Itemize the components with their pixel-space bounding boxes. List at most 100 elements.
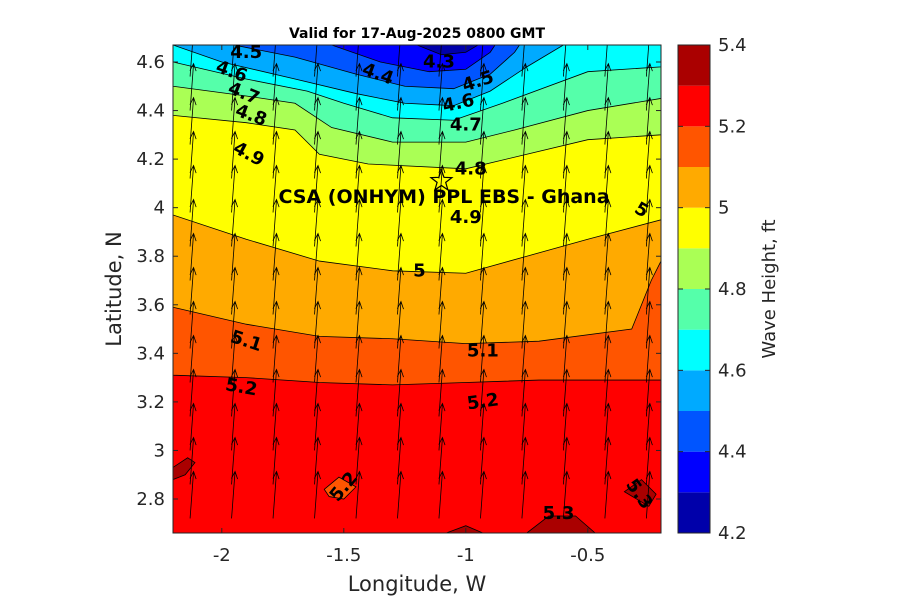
wave-arrow — [314, 164, 321, 213]
wave-arrow — [231, 0, 237, 43]
wave-arrow — [480, 45, 484, 77]
wave-arrow — [314, 436, 321, 485]
wave-arrow — [605, 0, 611, 43]
wave-arrow — [396, 232, 404, 281]
wave-arrow — [189, 470, 197, 519]
wave-arrow — [521, 45, 525, 77]
wave-arrow — [396, 164, 404, 213]
y-tick-label: 4.6 — [136, 52, 165, 73]
wave-arrow — [645, 300, 653, 349]
wave-arrow — [604, 402, 612, 451]
wave-arrow — [438, 164, 446, 213]
wave-arrow — [272, 334, 280, 383]
wave-arrow — [272, 266, 280, 315]
colorbar-tick-label: 4.8 — [718, 279, 747, 300]
wave-arrow — [646, 0, 652, 43]
wave-arrow — [438, 130, 446, 179]
wave-arrow — [396, 266, 404, 315]
wave-arrow — [231, 164, 238, 213]
wave-arrow — [231, 470, 238, 519]
wave-arrow — [314, 62, 321, 111]
x-axis: -2 -1.5 -1 -0.5 — [213, 45, 605, 566]
wave-arrow — [396, 96, 404, 145]
colorbar-swatch — [678, 329, 710, 371]
wave-arrow — [438, 402, 446, 451]
wave-arrow — [355, 198, 363, 247]
colorbar-label: Wave Height, ft — [759, 219, 780, 358]
wave-arrow — [604, 368, 612, 417]
wave-arrow — [645, 368, 653, 417]
wave-arrow — [479, 300, 487, 349]
wave-arrow — [396, 436, 404, 485]
wave-arrow — [645, 232, 653, 281]
colorbar-swatch — [678, 411, 710, 452]
wave-arrow — [645, 266, 653, 315]
wave-arrow — [314, 266, 321, 315]
colorbar-tick-label: 4.2 — [718, 523, 747, 544]
wave-arrow — [438, 470, 446, 519]
wave-arrow — [604, 470, 612, 519]
contour-label: 4.7 — [450, 115, 482, 136]
y-tick-label: 3.4 — [136, 343, 165, 364]
wave-arrow — [272, 45, 276, 77]
wave-arrow — [272, 96, 280, 145]
wave-arrow — [479, 266, 487, 315]
wave-arrow — [396, 130, 404, 179]
colorbar-tick-label: 4.6 — [718, 360, 747, 381]
site-star-marker — [429, 168, 454, 192]
y-tick-label: 2.8 — [136, 489, 165, 510]
wave-arrow — [604, 198, 612, 247]
wave-arrow — [355, 62, 363, 111]
wave-arrow — [396, 334, 404, 383]
wave-arrow — [479, 164, 487, 213]
wave-arrow — [645, 96, 653, 145]
wave-arrow — [314, 300, 321, 349]
wave-arrow — [189, 368, 197, 417]
colorbar-tick-label: 4.4 — [718, 442, 747, 463]
wave-arrow — [231, 96, 238, 145]
contour-label: 5.3 — [543, 503, 575, 524]
wave-arrow — [479, 232, 487, 281]
colorbar-swatch — [678, 492, 710, 533]
wave-arrow — [562, 470, 570, 519]
wave-arrow — [314, 45, 318, 77]
wave-arrow — [604, 334, 612, 383]
wave-arrow — [272, 62, 280, 111]
wave-arrow — [189, 164, 197, 213]
wave-arrow — [355, 164, 363, 213]
wave-arrow — [521, 402, 529, 451]
wave-arrow — [562, 164, 570, 213]
wave-arrow — [355, 130, 363, 179]
wave-arrow — [190, 0, 196, 43]
wave-arrow — [231, 232, 238, 281]
wave-arrow — [438, 232, 446, 281]
wave-arrow — [521, 368, 529, 417]
chart-title: Valid for 17-Aug-2025 0800 GMT — [289, 26, 546, 42]
plot-frame — [172, 44, 662, 534]
colorbar-swatch — [678, 289, 710, 330]
wave-arrow — [438, 62, 446, 111]
wave-arrow — [562, 300, 570, 349]
wave-arrow — [521, 436, 529, 485]
contour-labels: 4.54.64.74.84.94.4 4.34.54.64.74.84.9 555.… — [213, 42, 657, 524]
wave-arrow — [231, 300, 238, 349]
wave-arrow — [604, 130, 612, 179]
y-tick-label: 3.2 — [136, 392, 165, 413]
y-tick-label: 3.6 — [136, 295, 165, 316]
wave-arrow — [396, 368, 404, 417]
wave-arrow — [355, 266, 363, 315]
contour-bands — [173, 45, 661, 533]
wave-arrow — [231, 45, 235, 77]
x-tick-label: -0.5 — [570, 545, 605, 566]
wave-arrow — [562, 62, 570, 111]
colorbar-tick-label: 5 — [718, 198, 729, 219]
wave-arrow — [189, 96, 197, 145]
patch-5-3-south — [526, 515, 596, 533]
y-tick-label: 4.2 — [136, 149, 165, 170]
x-axis-label: Longitude, W — [348, 572, 487, 596]
wave-arrow — [396, 62, 404, 111]
wave-arrow — [604, 300, 612, 349]
wave-arrow — [438, 334, 446, 383]
x-tick-label: -1 — [457, 545, 475, 566]
